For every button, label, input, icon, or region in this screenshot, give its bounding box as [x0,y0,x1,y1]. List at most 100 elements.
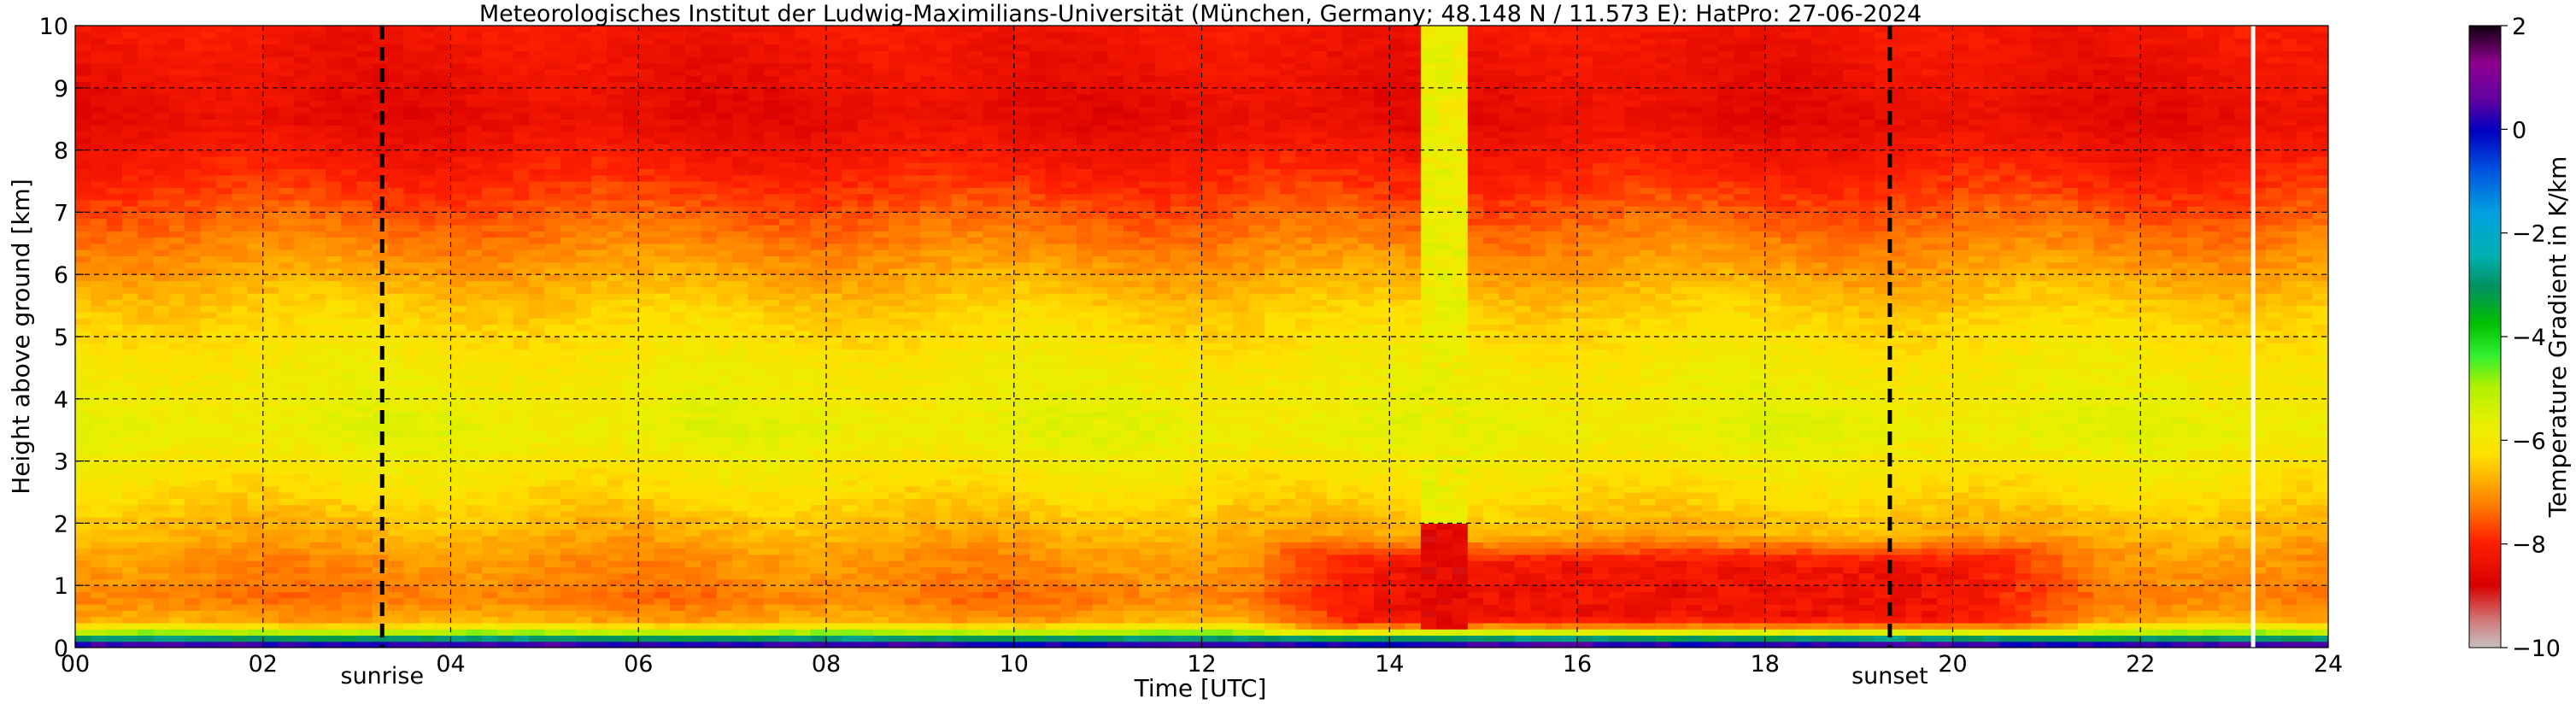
heat-cell [153,267,170,275]
heat-cell [450,174,467,182]
heat-cell [826,311,842,319]
heat-cell [91,392,108,400]
heat-cell [826,68,842,76]
heat-cell [294,174,311,182]
heat-cell [591,324,608,331]
heat-cell [91,560,108,567]
heat-cell [75,361,91,368]
heat-cell [121,386,138,394]
heat-cell [341,349,358,356]
heat-cell [497,417,514,425]
heat-cell [185,81,202,89]
heat-cell [326,585,342,593]
heat-cell [247,218,264,226]
heat-cell [466,604,483,611]
heat-cell [121,199,138,207]
heat-cell [106,355,123,362]
heat-cell [403,168,420,176]
heat-cell [607,193,624,201]
heat-cell [576,379,592,387]
heat-cell [529,622,545,630]
heat-cell [482,591,499,599]
heat-cell [513,529,530,537]
heat-cell [247,430,264,437]
heat-cell [497,473,514,481]
heat-cell [810,249,827,256]
heat-cell [232,255,249,263]
heat-cell [262,379,279,387]
heat-cell [763,386,780,394]
heat-cell [356,585,373,593]
heat-cell [185,237,202,244]
heat-cell [748,566,765,574]
heat-cell [294,604,311,611]
heat-cell [419,62,436,70]
heat-cell [121,379,138,387]
heat-cell [356,635,373,642]
heat-cell [215,150,232,157]
heat-cell [450,597,467,605]
heat-cell [185,572,202,580]
heat-cell [153,455,170,462]
heat-cell [669,50,686,57]
heat-cell [75,280,91,288]
heat-cell [497,274,514,282]
heat-cell [106,274,123,282]
heat-cell [450,168,467,176]
heat-cell [685,44,702,51]
heat-cell [309,554,326,561]
heat-cell [91,81,108,89]
heat-cell [153,398,170,406]
heat-cell [826,560,842,567]
heat-cell [732,330,749,337]
heat-cell [779,50,795,57]
heat-cell [138,144,155,151]
heat-cell [638,449,655,455]
heat-cell [529,193,545,201]
heat-cell [341,367,358,375]
heat-cell [356,523,373,531]
heat-cell [168,212,185,220]
heat-cell [497,305,514,313]
heat-cell [607,125,624,132]
heat-cell [91,367,108,375]
heat-cell [279,261,295,269]
heat-cell [138,578,155,586]
heat-cell [356,231,373,238]
heat-cell [356,311,373,319]
heat-cell [326,373,342,381]
heat-cell [591,417,608,425]
heat-cell [732,94,749,101]
heat-cell [388,318,405,326]
heat-cell [654,379,671,387]
heat-cell [75,218,91,226]
heat-cell [200,504,217,512]
heat-cell [168,293,185,300]
heat-cell [482,578,499,586]
heat-cell [326,492,342,499]
heat-cell [576,311,592,319]
heat-cell [138,199,155,207]
heat-cell [138,411,155,419]
heat-cell [450,535,467,543]
heat-cell [685,75,702,83]
heat-cell [121,492,138,499]
heat-cell [513,548,530,555]
heat-cell [529,548,545,555]
heat-cell [435,237,452,244]
heat-cell [279,318,295,326]
heat-cell [247,193,264,201]
heat-cell [168,436,185,443]
heat-cell [326,224,342,232]
heat-cell [356,343,373,350]
heat-cell [638,610,655,618]
heat-cell [200,455,217,462]
heat-cell [607,249,624,256]
heat-cell [810,361,827,368]
heat-cell [638,249,655,256]
heat-cell [701,330,718,337]
heat-cell [450,566,467,574]
heat-cell [341,641,358,648]
heat-cell [185,405,202,412]
heat-cell [247,529,264,537]
